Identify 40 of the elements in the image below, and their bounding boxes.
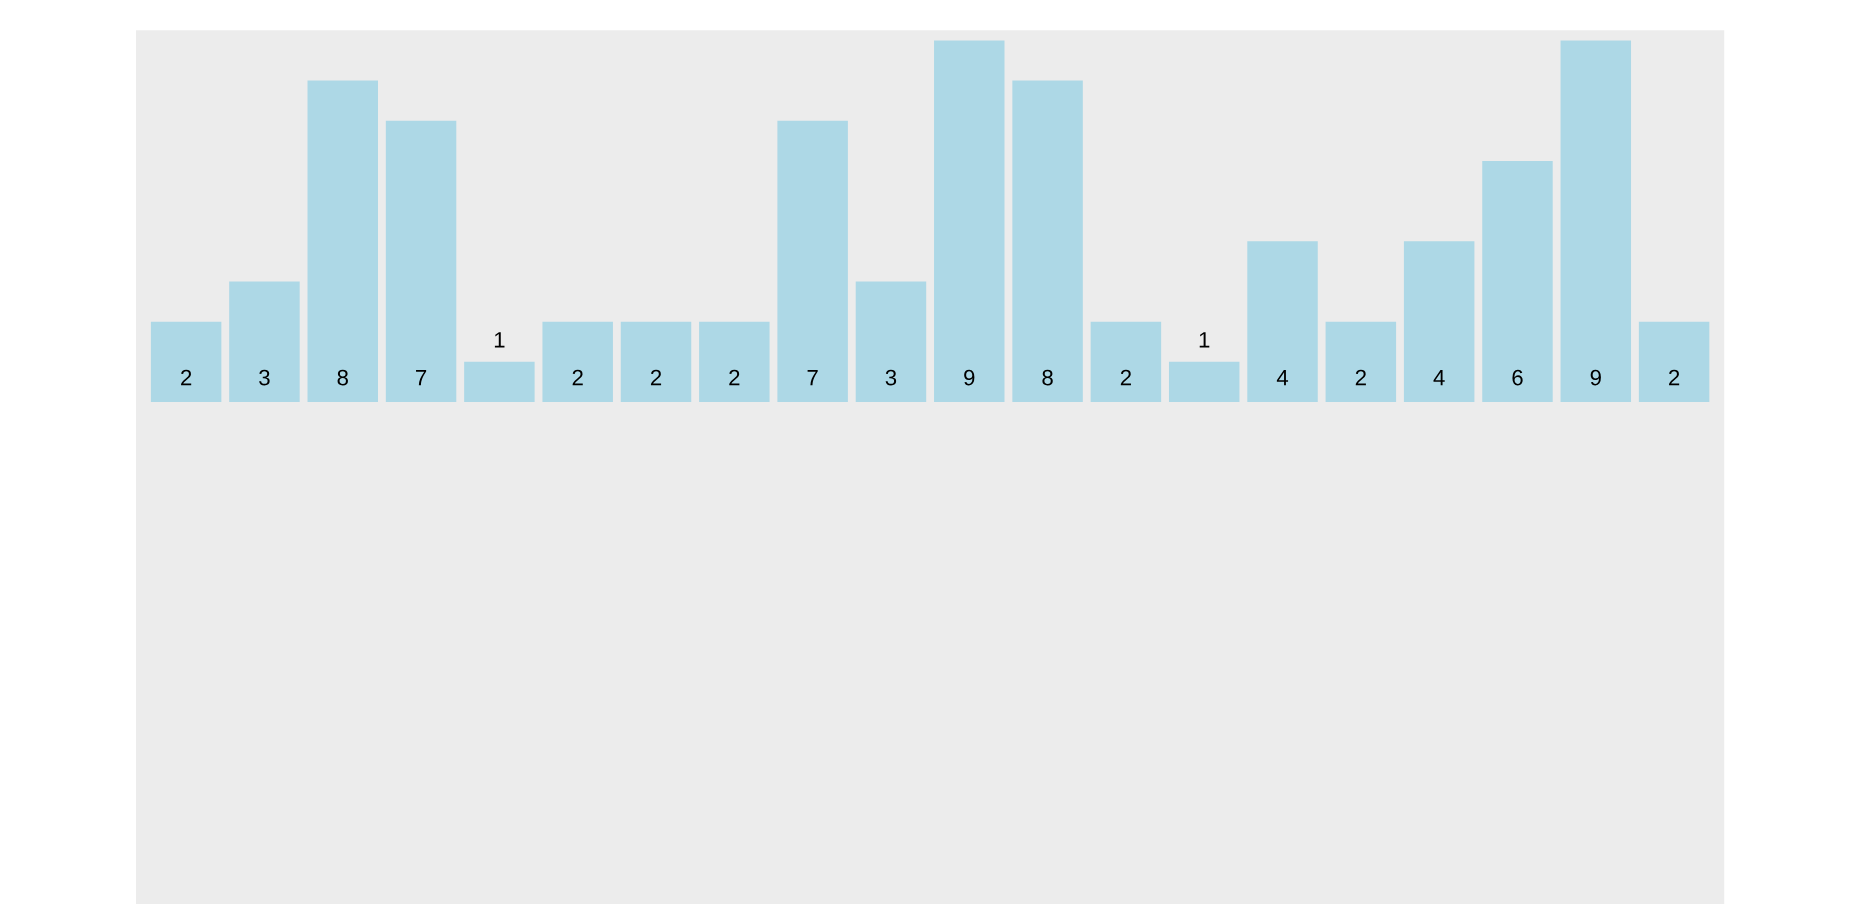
bar [1090,321,1162,403]
data-label: 1 [1199,332,1210,348]
data-label: 2 [650,369,662,386]
bar [464,361,535,403]
data-label: 2 [572,369,583,386]
bar [1012,80,1083,403]
bar [1168,361,1240,403]
data-label: 7 [416,369,427,386]
bar [1325,321,1397,403]
bar [1247,241,1318,403]
bar [542,321,613,403]
data-label: 4 [1276,369,1289,386]
bar [385,120,457,403]
data-label: 9 [964,369,975,386]
bar [229,281,300,403]
bar [1482,160,1553,403]
data-label: 8 [337,369,348,386]
data-label: 2 [729,369,740,386]
bar [1403,241,1475,403]
data-label: 2 [1669,369,1680,386]
bar [1560,40,1632,403]
data-label: 9 [1590,369,1601,386]
data-label: 3 [259,369,270,386]
data-label: 7 [807,369,818,386]
bar [307,80,378,403]
data-label: 1 [494,332,505,348]
bar [620,321,692,403]
data-label: 8 [1042,369,1053,386]
data-label: 4 [1433,369,1445,386]
bar [1638,321,1710,403]
bar [934,40,1005,403]
data-label: 3 [885,369,897,386]
data-label: 2 [1120,369,1131,386]
bar [150,321,222,403]
data-label: 6 [1512,369,1523,386]
bar [699,321,770,403]
bar [855,281,927,403]
data-label: 2 [181,369,192,386]
bar [777,120,848,403]
data-label: 2 [1355,369,1366,386]
